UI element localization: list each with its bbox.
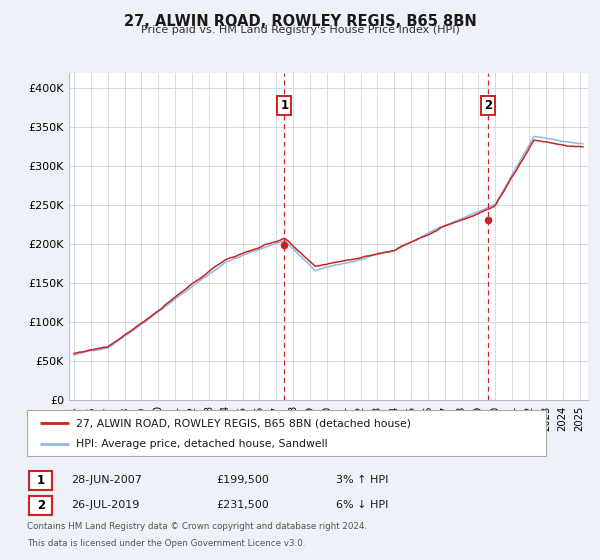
Text: 1: 1 bbox=[37, 474, 45, 487]
Text: 27, ALWIN ROAD, ROWLEY REGIS, B65 8BN: 27, ALWIN ROAD, ROWLEY REGIS, B65 8BN bbox=[124, 14, 476, 29]
Text: 2: 2 bbox=[37, 498, 45, 512]
Text: This data is licensed under the Open Government Licence v3.0.: This data is licensed under the Open Gov… bbox=[27, 539, 305, 548]
Text: Price paid vs. HM Land Registry's House Price Index (HPI): Price paid vs. HM Land Registry's House … bbox=[140, 25, 460, 35]
Text: 28-JUN-2007: 28-JUN-2007 bbox=[71, 475, 142, 486]
Text: £199,500: £199,500 bbox=[216, 475, 269, 486]
Text: Contains HM Land Registry data © Crown copyright and database right 2024.: Contains HM Land Registry data © Crown c… bbox=[27, 522, 367, 531]
Text: 26-JUL-2019: 26-JUL-2019 bbox=[71, 500, 139, 510]
Text: 1: 1 bbox=[280, 99, 289, 112]
Text: 27, ALWIN ROAD, ROWLEY REGIS, B65 8BN (detached house): 27, ALWIN ROAD, ROWLEY REGIS, B65 8BN (d… bbox=[76, 418, 412, 428]
Text: 3% ↑ HPI: 3% ↑ HPI bbox=[336, 475, 388, 486]
Text: 6% ↓ HPI: 6% ↓ HPI bbox=[336, 500, 388, 510]
Text: HPI: Average price, detached house, Sandwell: HPI: Average price, detached house, Sand… bbox=[76, 440, 328, 450]
Text: 2: 2 bbox=[484, 99, 492, 112]
Text: £231,500: £231,500 bbox=[216, 500, 269, 510]
